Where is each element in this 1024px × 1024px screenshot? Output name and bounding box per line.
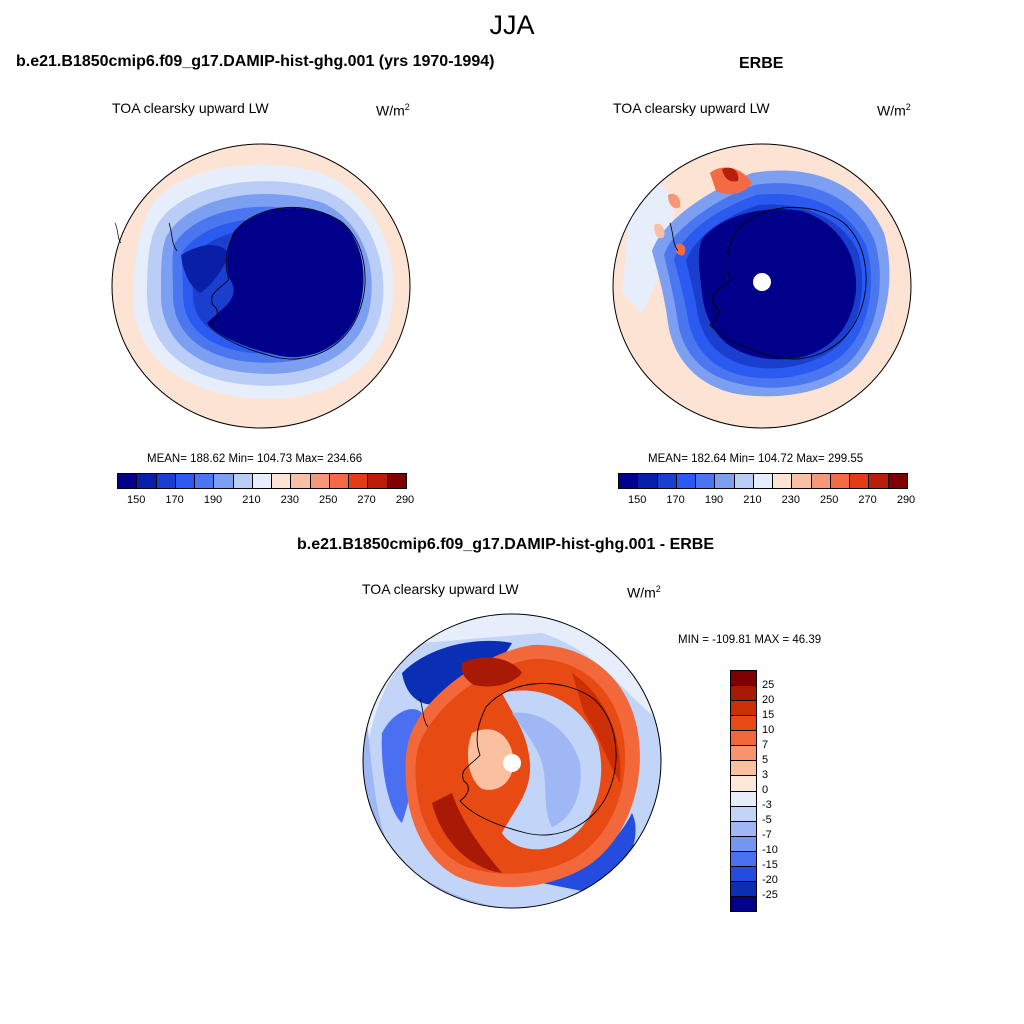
diff-variable-label: TOA clearsky upward LW — [362, 581, 519, 597]
colorbar-swatch — [310, 474, 330, 488]
colorbar-swatch — [638, 474, 658, 488]
colorbar-swatch — [387, 474, 406, 488]
colorbar-swatch — [252, 474, 273, 488]
obs-stats: MEAN= 182.64 Min= 104.72 Max= 299.55 — [648, 453, 864, 465]
colorbar-swatch — [657, 474, 677, 488]
colorbar-swatch — [175, 474, 196, 488]
diff-colorbar-labels: 25 20 15 10 7 5 3 0 -3 -5 -7 -10 -15 -20 -25 — [762, 670, 802, 910]
colorbar-swatch — [349, 474, 369, 488]
colorbar-tick-label: 25 — [762, 679, 775, 691]
colorbar-tick-label: 150 — [127, 494, 146, 506]
diff-stats: MIN = -109.81 MAX = 46.39 — [678, 634, 822, 646]
model-variable-label: TOA clearsky upward LW — [112, 100, 269, 116]
colorbar-swatch — [291, 474, 311, 488]
colorbar-swatch — [753, 474, 774, 488]
colorbar-swatch — [731, 836, 756, 852]
colorbar-tick-label: 170 — [165, 494, 184, 506]
colorbar-tick-label: 230 — [280, 494, 299, 506]
diff-units-label: W/m2 — [627, 584, 661, 601]
colorbar-swatch — [731, 746, 756, 762]
colorbar-swatch — [731, 806, 756, 822]
diff-colorbar — [730, 670, 757, 912]
colorbar-swatch — [869, 474, 889, 488]
colorbar-swatch — [830, 474, 851, 488]
colorbar-tick-label: 5 — [762, 754, 769, 766]
colorbar-swatch — [715, 474, 735, 488]
colorbar-swatch — [731, 881, 756, 897]
colorbar-swatch — [731, 896, 756, 911]
colorbar-tick-label: 15 — [762, 709, 775, 721]
model-colorbar — [117, 473, 407, 489]
colorbar-swatch — [272, 474, 292, 488]
colorbar-tick-label: 230 — [781, 494, 800, 506]
colorbar-tick-label: 270 — [858, 494, 877, 506]
colorbar-tick-label: -25 — [762, 889, 778, 901]
colorbar-swatch — [731, 791, 756, 807]
colorbar-tick-label: 290 — [896, 494, 916, 506]
colorbar-tick-label: 170 — [666, 494, 685, 506]
obs-colorbar-labels: 150 170 190 210 230 250 270 290 — [618, 494, 915, 508]
obs-colorbar — [618, 473, 908, 489]
model-colorbar-labels: 150 170 190 210 230 250 270 290 — [117, 494, 414, 508]
colorbar-tick-label: 290 — [395, 494, 415, 506]
colorbar-tick-label: -3 — [762, 799, 772, 811]
colorbar-tick-label: 10 — [762, 724, 775, 736]
colorbar-swatch — [734, 474, 754, 488]
obs-variable-label: TOA clearsky upward LW — [613, 100, 770, 116]
obs-units-label: W/m2 — [877, 102, 911, 119]
colorbar-tick-label: 3 — [762, 769, 769, 781]
diff-polar-map — [362, 613, 662, 909]
colorbar-swatch — [731, 701, 756, 717]
colorbar-tick-label: -5 — [762, 814, 772, 826]
colorbar-swatch — [731, 716, 756, 732]
obs-case-title: ERBE — [739, 55, 784, 72]
colorbar-swatch — [773, 474, 793, 488]
colorbar-swatch — [731, 851, 756, 867]
colorbar-tick-label: -7 — [762, 829, 772, 841]
model-units-label: W/m2 — [376, 102, 410, 119]
colorbar-tick-label: -20 — [762, 874, 778, 886]
colorbar-tick-label: 250 — [820, 494, 839, 506]
colorbar-swatch — [137, 474, 157, 488]
colorbar-tick-label: 190 — [704, 494, 724, 506]
colorbar-tick-label: 7 — [762, 739, 769, 751]
colorbar-swatch — [676, 474, 697, 488]
colorbar-swatch — [888, 474, 907, 488]
colorbar-swatch — [619, 474, 639, 488]
colorbar-tick-label: 190 — [203, 494, 223, 506]
colorbar-tick-label: 20 — [762, 694, 775, 706]
colorbar-swatch — [731, 866, 756, 882]
colorbar-swatch — [118, 474, 138, 488]
model-polar-map — [111, 143, 411, 429]
colorbar-swatch — [731, 731, 756, 747]
colorbar-swatch — [792, 474, 812, 488]
colorbar-swatch — [214, 474, 234, 488]
colorbar-swatch — [850, 474, 870, 488]
colorbar-tick-label: 210 — [242, 494, 261, 506]
colorbar-tick-label: 270 — [357, 494, 376, 506]
colorbar-swatch — [233, 474, 253, 488]
colorbar-swatch — [731, 821, 756, 837]
colorbar-tick-label: -10 — [762, 844, 778, 856]
colorbar-swatch — [195, 474, 215, 488]
colorbar-tick-label: 250 — [319, 494, 338, 506]
colorbar-swatch — [368, 474, 388, 488]
obs-polar-map — [612, 143, 912, 429]
colorbar-swatch — [811, 474, 831, 488]
colorbar-swatch — [156, 474, 176, 488]
colorbar-tick-label: -15 — [762, 859, 778, 871]
colorbar-swatch — [731, 686, 756, 702]
model-case-title: b.e21.B1850cmip6.f09_g17.DAMIP-hist-ghg.… — [16, 53, 495, 70]
colorbar-tick-label: 0 — [762, 784, 769, 796]
colorbar-swatch — [731, 671, 756, 687]
colorbar-swatch — [696, 474, 716, 488]
diff-case-title: b.e21.B1850cmip6.f09_g17.DAMIP-hist-ghg.… — [297, 536, 715, 553]
page-title: JJA — [489, 10, 535, 40]
model-stats: MEAN= 188.62 Min= 104.73 Max= 234.66 — [147, 453, 363, 465]
colorbar-tick-label: 210 — [743, 494, 762, 506]
colorbar-swatch — [731, 761, 756, 777]
colorbar-swatch — [731, 776, 756, 792]
colorbar-swatch — [329, 474, 350, 488]
colorbar-tick-label: 150 — [628, 494, 647, 506]
